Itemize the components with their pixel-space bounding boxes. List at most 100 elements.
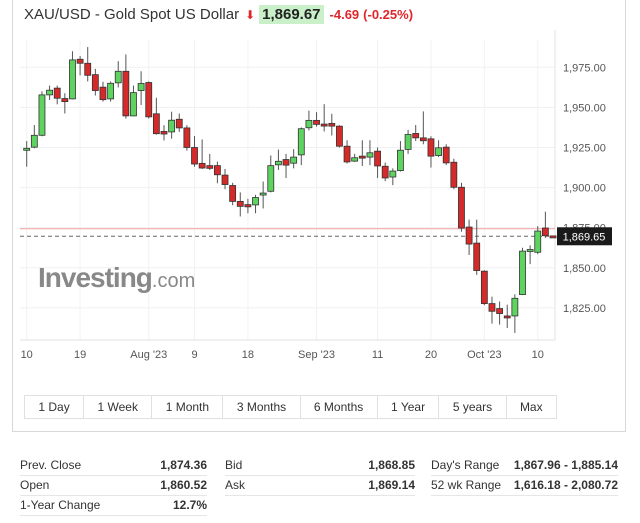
candle-body — [175, 118, 183, 129]
candle-body — [91, 74, 99, 91]
stat-label: 1-Year Change — [20, 498, 101, 512]
candle-body — [458, 186, 465, 229]
candle-body — [473, 242, 481, 271]
candle-body — [404, 134, 412, 150]
down-arrow-icon: ⬇ — [245, 7, 256, 22]
y-tick-label: 1,900.00 — [563, 183, 606, 195]
candle-body — [465, 226, 473, 245]
candle-body — [168, 119, 176, 133]
x-tick-label: 11 — [372, 349, 383, 361]
candle-body — [191, 147, 198, 165]
candle-body — [160, 131, 168, 135]
time-range-selector: 1 Day 1 Week 1 Month 3 Months 6 Months 1 Year… — [24, 395, 557, 419]
candle-body — [297, 128, 305, 156]
candle-body — [69, 59, 76, 100]
candle-body — [206, 165, 214, 169]
candle-body — [450, 161, 458, 188]
candle-body — [122, 70, 130, 117]
range-button-5-years[interactable]: 5 years — [439, 396, 507, 418]
candle-body — [23, 147, 31, 151]
candle-body — [343, 145, 351, 163]
x-tick-label: Aug '23 — [130, 349, 167, 361]
last-price-badge — [557, 227, 612, 246]
last-price-label: 1,869.65 — [563, 231, 606, 243]
candle-body — [259, 192, 267, 196]
y-tick-label: 1,850.00 — [563, 263, 606, 275]
candle-body — [534, 230, 542, 253]
stat-label: 52 wk Range — [431, 478, 502, 492]
candle-body — [366, 152, 374, 158]
stat-value: 1,867.96 - 1,885.14 — [513, 458, 618, 472]
stat-label: Ask — [225, 478, 246, 492]
candle-body — [290, 156, 298, 164]
candle-body — [76, 58, 84, 64]
candle-body — [549, 235, 557, 239]
chart-widget — [12, 0, 626, 432]
x-tick-label: 20 — [425, 349, 437, 361]
investing-logo-watermark: Investing.com — [38, 262, 196, 293]
candle-body — [137, 83, 145, 91]
range-button-1-year[interactable]: 1 Year — [378, 396, 440, 418]
candle-body — [488, 303, 496, 312]
x-tick-label: Sep '23 — [298, 349, 335, 361]
price-change: -4.69 — [329, 7, 360, 22]
x-tick-label: 19 — [74, 349, 86, 361]
stat-value: 12.7% — [172, 498, 207, 512]
last-price: 1,869.67 — [259, 5, 324, 24]
candle-body — [275, 160, 282, 166]
x-tick-label: 10 — [21, 349, 33, 361]
y-tick-label: 1,975.00 — [563, 62, 606, 74]
candle-body — [267, 165, 275, 192]
stat-label: Day's Range — [431, 458, 500, 472]
candle-body — [519, 250, 526, 295]
range-button-1-week[interactable]: 1 Week — [84, 396, 153, 418]
stat-row: Ask 1,869.14 — [225, 476, 415, 496]
stat-label: Prev. Close — [20, 458, 82, 472]
candle-body — [526, 249, 534, 252]
candle-body — [38, 94, 46, 136]
candle-body — [503, 315, 511, 319]
stat-row: Bid 1,868.85 — [225, 456, 415, 476]
stat-value: 1,860.52 — [160, 478, 207, 492]
stat-row: Day's Range 1,867.96 - 1,885.14 — [431, 456, 618, 476]
candle-body — [358, 155, 366, 159]
candle-body — [435, 147, 442, 156]
candle-body — [480, 270, 488, 304]
candle-body — [419, 137, 427, 142]
candle-body — [252, 197, 259, 206]
candle-body — [511, 297, 519, 317]
candle-body — [114, 70, 122, 84]
candle-body — [389, 170, 397, 178]
candle-body — [442, 146, 450, 164]
candle-body — [213, 165, 221, 176]
candlestick-chart[interactable]: 1,975.001,950.001,925.001,900.001,875.00… — [0, 0, 640, 390]
candle-body — [305, 119, 313, 129]
candle-body — [397, 149, 404, 171]
candle-body — [46, 89, 53, 96]
candle-body — [30, 134, 38, 148]
candle-body — [221, 174, 229, 185]
candle-body — [53, 87, 61, 99]
range-button-6-months[interactable]: 6 Months — [301, 396, 378, 418]
x-tick-label: 18 — [242, 349, 254, 361]
candle-body — [130, 92, 137, 117]
stats-col-1: Prev. Close 1,874.36 Open 1,860.52 1-Year Ch… — [20, 456, 207, 516]
stat-row: Open 1,860.52 — [20, 476, 207, 496]
candle-body — [152, 113, 160, 135]
range-button-1-month[interactable]: 1 Month — [152, 396, 224, 418]
stats-col-3: Day's Range 1,867.96 - 1,885.14 52 wk Rang… — [431, 456, 618, 496]
stat-value: 1,874.36 — [160, 458, 207, 472]
y-tick-label: 1,825.00 — [563, 303, 606, 315]
x-tick-label: 10 — [532, 349, 544, 361]
candle-body — [351, 157, 359, 162]
candle-body — [374, 150, 381, 167]
range-button-1-day[interactable]: 1 Day — [25, 396, 85, 418]
stat-value: 1,616.18 - 2,080.72 — [513, 478, 618, 492]
candle-body — [313, 119, 320, 125]
candle-body — [99, 86, 107, 101]
price-change-percent: (-0.25%) — [363, 7, 414, 22]
range-button-max[interactable]: Max — [519, 400, 543, 414]
candle-body — [229, 185, 237, 202]
range-button-3-months[interactable]: 3 Months — [223, 396, 301, 418]
candle-body — [198, 162, 206, 169]
